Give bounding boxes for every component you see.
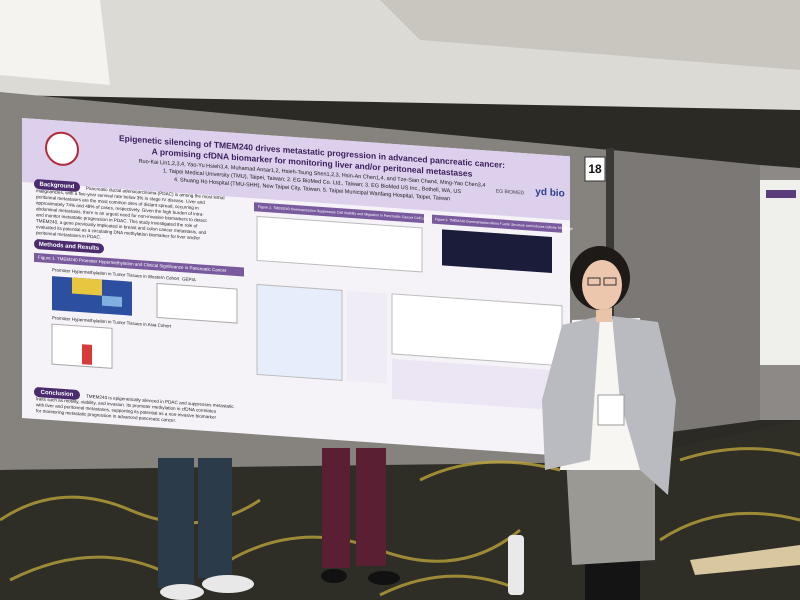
cfdna-plot: [391, 293, 563, 367]
ceiling-light: [0, 0, 110, 85]
figure-panel: [256, 215, 423, 273]
logo-text: yd bio: [535, 187, 564, 200]
section-pill: [34, 387, 80, 400]
carpet-swirl: [659, 511, 800, 542]
carpet-swirl: [679, 447, 800, 462]
person-leg: [356, 448, 386, 566]
carpet-swirl: [419, 460, 561, 482]
shoe: [368, 571, 400, 585]
neighbor-poster: [760, 180, 800, 365]
text-block: [347, 290, 387, 384]
board-number: 18: [588, 162, 602, 176]
poster: Epigenetic silencing of TMEM240 drives m…: [22, 117, 573, 457]
section-heading: Background: [40, 182, 75, 190]
heatmap-block: [102, 295, 122, 307]
section-heading: Conclusion: [41, 390, 74, 398]
shoe: [202, 575, 254, 593]
figure-bar: [34, 252, 244, 277]
name-badge: [597, 394, 625, 426]
person-leg: [322, 448, 350, 568]
section-heading: Methods and Results: [39, 242, 100, 252]
survival-plot: [156, 282, 238, 324]
conclusion-text: TMEM240 is epigenetically silenced in PD…: [36, 394, 234, 423]
person-leg: [198, 458, 232, 578]
presenter-skirt: [565, 440, 655, 565]
section-pill: [34, 239, 104, 254]
shoe: [160, 584, 204, 600]
section-pill: [34, 179, 80, 192]
presenter-blazer: [612, 316, 676, 495]
panel-title: GEPIA: [182, 276, 196, 282]
bar-plot-bar: [82, 344, 92, 365]
pathway-diagram: [256, 283, 343, 381]
shoe: [321, 569, 347, 583]
water-bottle: [508, 535, 524, 595]
presenter-blazer: [542, 316, 600, 470]
poster-tube: [690, 545, 800, 575]
university-logo: [45, 131, 79, 166]
figure-bar: [432, 214, 562, 233]
background-text: Pancreatic ductal adenocarcinoma (PDAC) …: [36, 186, 224, 241]
glasses: [603, 277, 617, 286]
person-leg: [158, 458, 194, 588]
text-block: [392, 358, 562, 411]
presenter-face: [582, 260, 622, 310]
background-line: peritoneal metastases in PDAC.: [36, 230, 101, 240]
figure-bar: [254, 202, 424, 224]
heatmap-block: [72, 277, 102, 296]
carpet-swirl: [379, 574, 521, 597]
poster-header: [22, 118, 570, 221]
neighbor-poster-header: [766, 190, 796, 198]
logo-text: EG BIOMED: [496, 188, 525, 196]
board-number-card: [584, 156, 606, 182]
glasses: [587, 277, 601, 286]
ceiling-panel: [380, 0, 800, 70]
microscopy-panel: [442, 229, 552, 274]
carpet-swirl: [9, 555, 161, 582]
